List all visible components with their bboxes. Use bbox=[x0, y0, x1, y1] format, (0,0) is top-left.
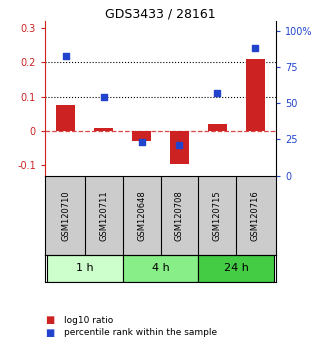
Point bbox=[177, 142, 182, 148]
Text: percentile rank within the sample: percentile rank within the sample bbox=[64, 328, 217, 337]
Text: ■: ■ bbox=[45, 315, 54, 325]
Text: 24 h: 24 h bbox=[224, 263, 249, 273]
Point bbox=[215, 90, 220, 96]
Text: 1 h: 1 h bbox=[76, 263, 93, 273]
Text: 4 h: 4 h bbox=[152, 263, 169, 273]
Text: GSM120708: GSM120708 bbox=[175, 190, 184, 241]
Text: GSM120710: GSM120710 bbox=[61, 190, 70, 241]
Text: ■: ■ bbox=[45, 328, 54, 338]
Bar bbox=[170, 131, 189, 164]
Text: log10 ratio: log10 ratio bbox=[64, 316, 113, 325]
Text: GSM120715: GSM120715 bbox=[213, 190, 222, 241]
Point bbox=[253, 45, 258, 51]
Point bbox=[139, 139, 144, 145]
Bar bbox=[47, 255, 123, 281]
Point bbox=[63, 53, 68, 58]
Text: GSM120716: GSM120716 bbox=[251, 190, 260, 241]
Point bbox=[101, 95, 106, 100]
Bar bbox=[56, 105, 75, 131]
Bar bbox=[132, 131, 151, 141]
Text: GSM120648: GSM120648 bbox=[137, 190, 146, 241]
Bar bbox=[123, 255, 198, 281]
Bar bbox=[208, 124, 227, 131]
Bar bbox=[246, 59, 265, 131]
Text: GSM120711: GSM120711 bbox=[99, 190, 108, 241]
Bar bbox=[198, 255, 274, 281]
Title: GDS3433 / 28161: GDS3433 / 28161 bbox=[105, 7, 216, 20]
Bar bbox=[94, 127, 113, 131]
